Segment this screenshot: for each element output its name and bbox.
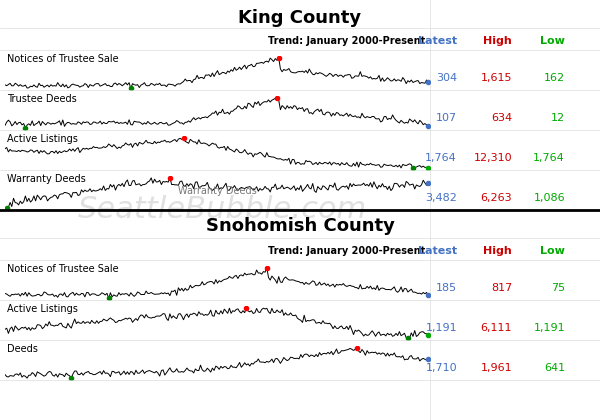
Text: 641: 641 bbox=[544, 363, 565, 373]
Text: Warranty Deeds: Warranty Deeds bbox=[178, 186, 257, 196]
Text: 3,482: 3,482 bbox=[425, 193, 457, 203]
Text: Trend: January 2000-Present: Trend: January 2000-Present bbox=[268, 246, 425, 256]
Text: 1,961: 1,961 bbox=[481, 363, 512, 373]
Text: Notices of Trustee Sale: Notices of Trustee Sale bbox=[7, 264, 119, 274]
Text: Latest: Latest bbox=[418, 36, 457, 46]
Text: Active Listings: Active Listings bbox=[7, 304, 78, 314]
Text: Trend: January 2000-Present: Trend: January 2000-Present bbox=[268, 36, 425, 46]
Text: 1,191: 1,191 bbox=[425, 323, 457, 333]
Text: 304: 304 bbox=[436, 73, 457, 83]
Text: 6,263: 6,263 bbox=[481, 193, 512, 203]
Text: High: High bbox=[483, 36, 512, 46]
Text: Active Listings: Active Listings bbox=[7, 134, 78, 144]
Text: 1,710: 1,710 bbox=[425, 363, 457, 373]
Text: 75: 75 bbox=[551, 283, 565, 293]
Text: Warranty Deeds: Warranty Deeds bbox=[7, 174, 86, 184]
Text: 12: 12 bbox=[551, 113, 565, 123]
Text: SeattleBubble.com: SeattleBubble.com bbox=[77, 195, 367, 225]
Text: 12,310: 12,310 bbox=[473, 153, 512, 163]
Text: 1,615: 1,615 bbox=[481, 73, 512, 83]
Text: Low: Low bbox=[540, 246, 565, 256]
Text: 817: 817 bbox=[491, 283, 512, 293]
Text: 1,191: 1,191 bbox=[533, 323, 565, 333]
Text: Trustee Deeds: Trustee Deeds bbox=[7, 94, 77, 104]
Text: King County: King County bbox=[238, 9, 362, 27]
Text: Deeds: Deeds bbox=[7, 344, 38, 354]
Text: 162: 162 bbox=[544, 73, 565, 83]
Text: 1,764: 1,764 bbox=[425, 153, 457, 163]
Text: Snohomish County: Snohomish County bbox=[206, 217, 394, 235]
Text: High: High bbox=[483, 246, 512, 256]
Text: Low: Low bbox=[540, 36, 565, 46]
Text: 634: 634 bbox=[491, 113, 512, 123]
Text: Latest: Latest bbox=[418, 246, 457, 256]
Text: 107: 107 bbox=[436, 113, 457, 123]
Text: Notices of Trustee Sale: Notices of Trustee Sale bbox=[7, 54, 119, 64]
Text: 1,764: 1,764 bbox=[533, 153, 565, 163]
Text: 6,111: 6,111 bbox=[481, 323, 512, 333]
Text: 185: 185 bbox=[436, 283, 457, 293]
Text: 1,086: 1,086 bbox=[533, 193, 565, 203]
